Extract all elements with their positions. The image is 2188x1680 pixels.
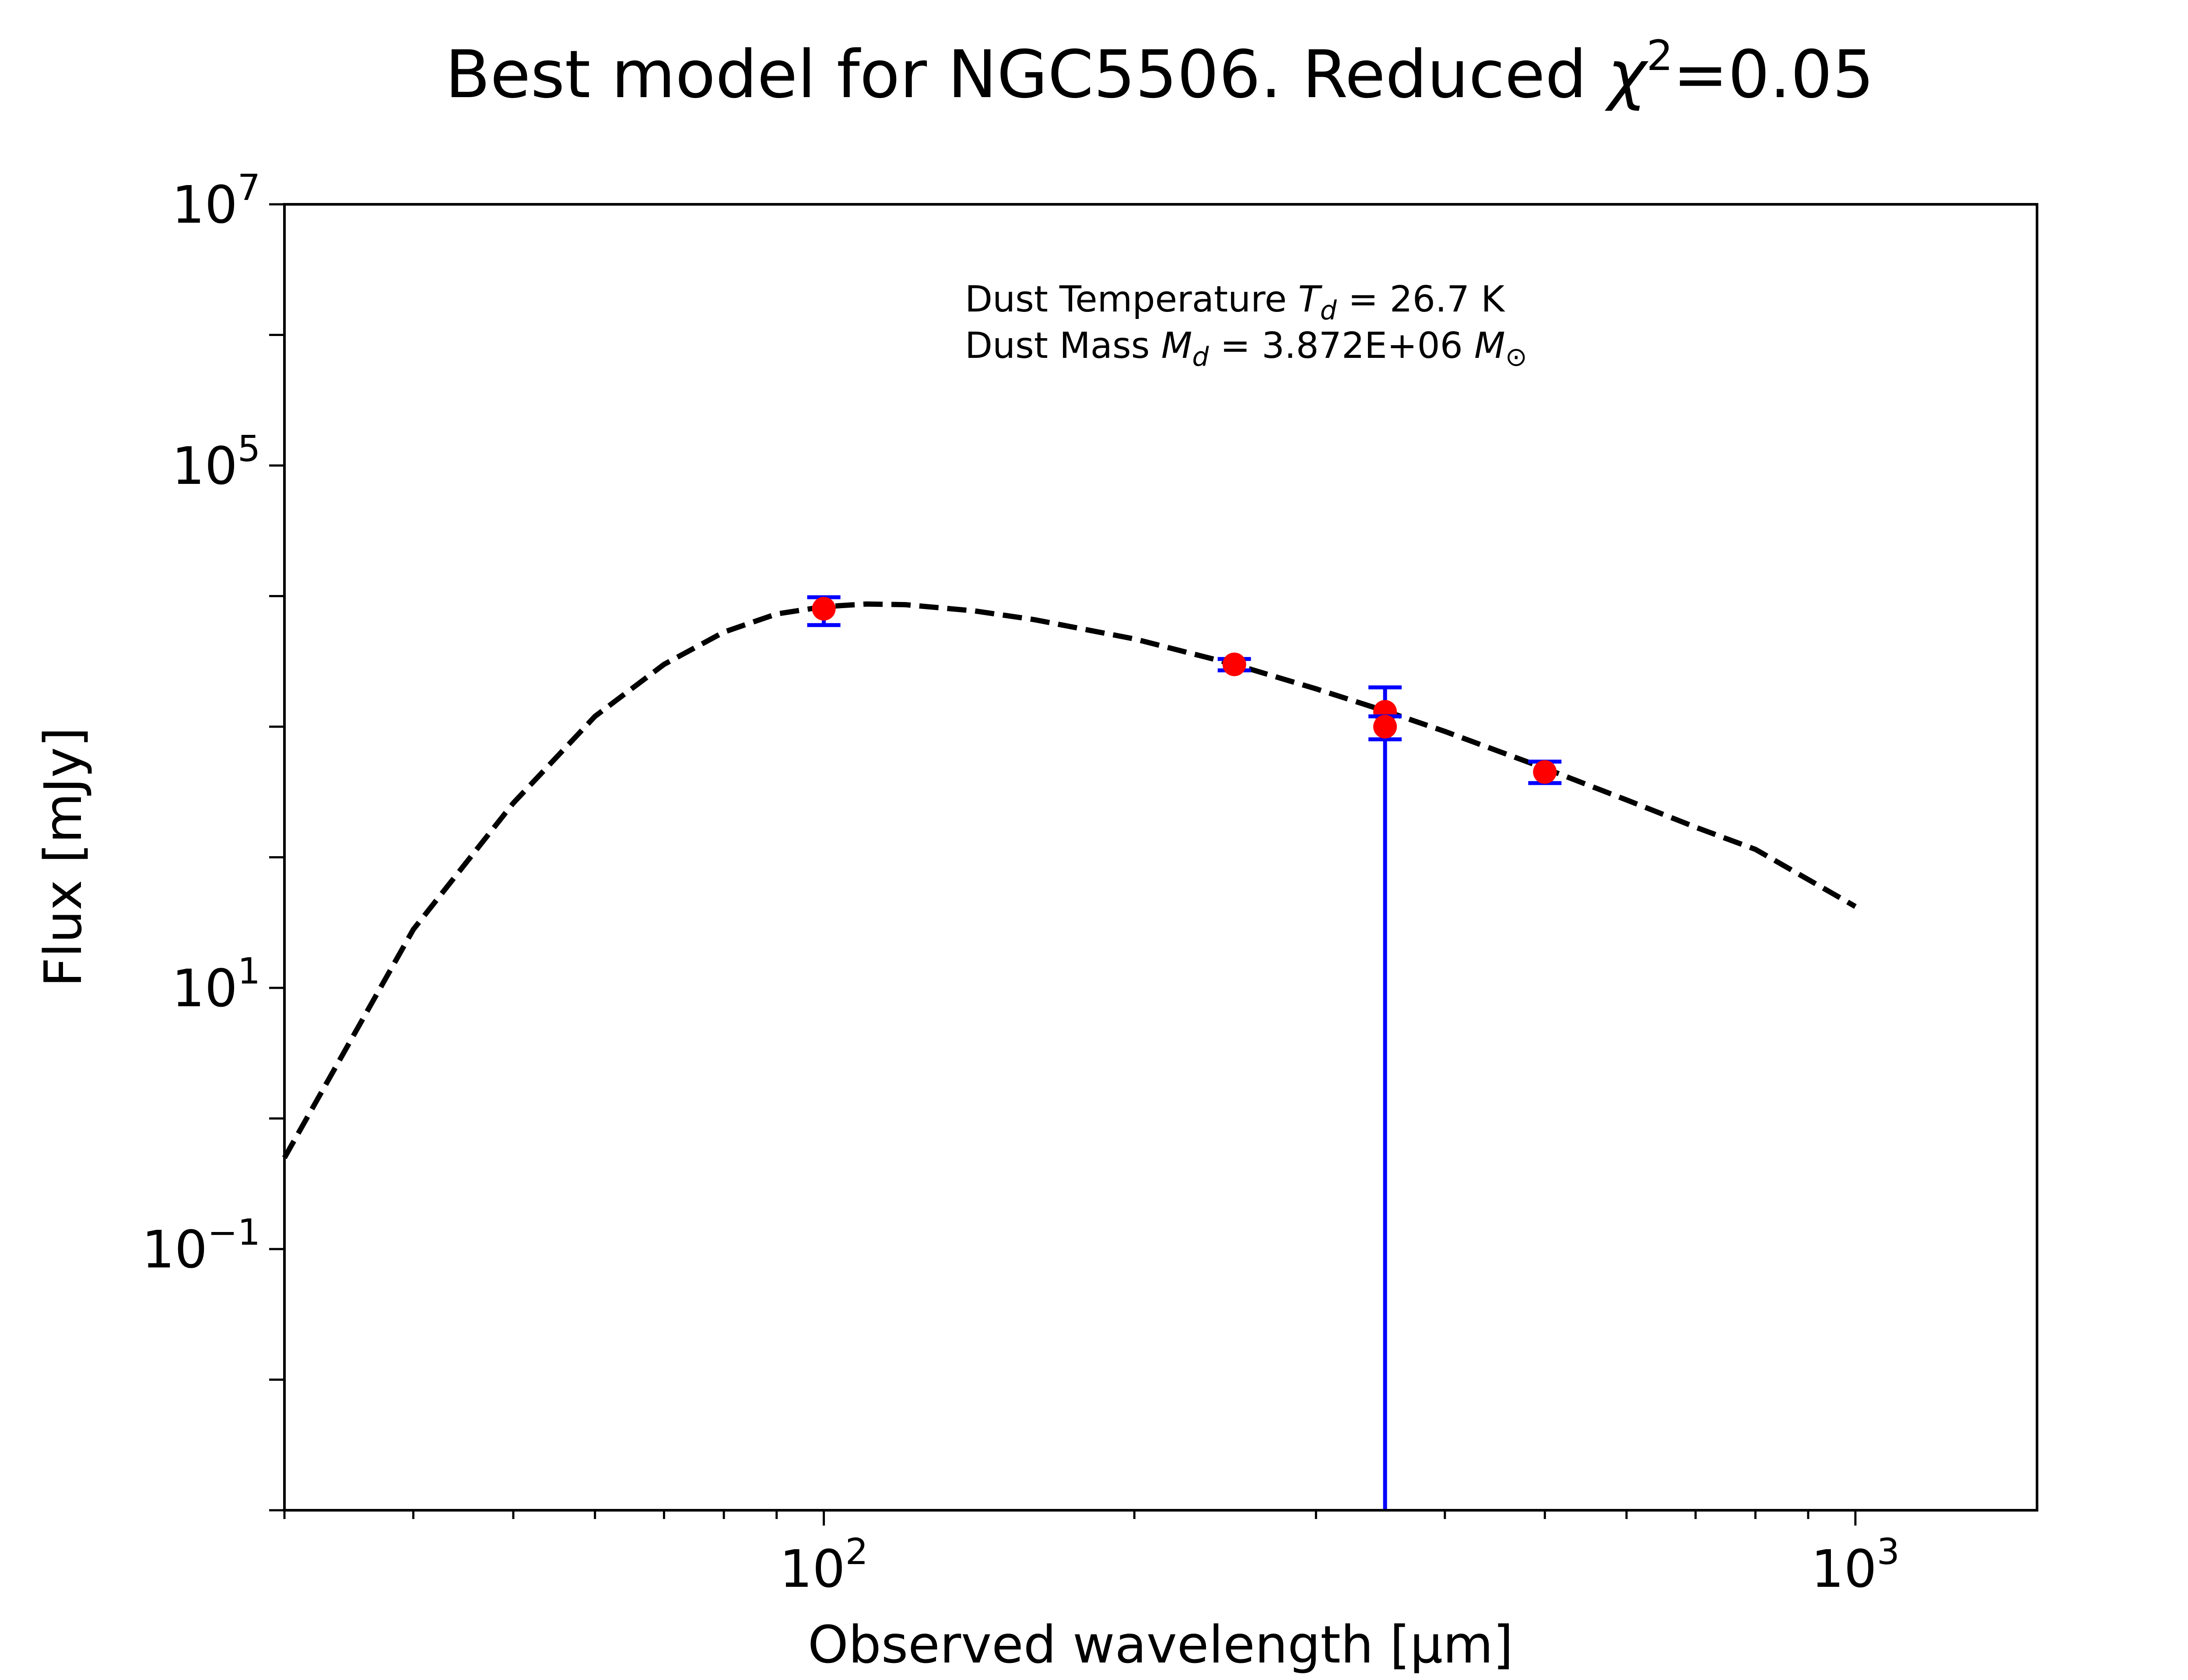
- annotation-temperature-subscript: d: [1320, 295, 1337, 326]
- x-tick-label-exponent: 2: [845, 1531, 868, 1573]
- x-tick-label-exponent: 3: [1877, 1531, 1900, 1573]
- x-axis-label: Observed wavelength [μm]: [808, 1614, 1513, 1675]
- data-point: [1533, 760, 1557, 784]
- annotation-mass-subscript: d: [1192, 342, 1209, 372]
- chart-title: Best model for NGC5506. Reduced χ2=0.05: [445, 32, 1874, 113]
- data-point: [1222, 652, 1246, 676]
- data-point-group: [1368, 685, 1402, 1510]
- y-tick-label-exponent: 1: [238, 951, 260, 992]
- y-tick-label: 101: [172, 951, 260, 1018]
- annotation-mass-value: = 3.872E+06: [1209, 325, 1474, 367]
- y-tick-label-base: 10: [142, 1219, 207, 1280]
- y-tick-label-exponent: 7: [238, 167, 260, 209]
- annotation-dust-mass: Dust Mass Md = 3.872E+06 M⊙: [965, 325, 1527, 372]
- data-point: [1373, 715, 1397, 738]
- y-tick-label-exponent: −1: [207, 1212, 260, 1253]
- y-tick-label: 107: [172, 167, 260, 235]
- y-tick-label: 105: [172, 428, 260, 496]
- x-tick-label: 102: [779, 1531, 868, 1599]
- annotation-mass-prefix: Dust Mass: [965, 325, 1161, 367]
- data-point: [812, 597, 836, 621]
- annotation-temperature-symbol: T: [1298, 279, 1323, 320]
- x-tick-label-base: 10: [779, 1539, 845, 1599]
- data-point-group: [1368, 714, 1402, 742]
- model-curve: [282, 601, 1857, 1159]
- y-tick-label-exponent: 5: [238, 428, 260, 470]
- data-point-group: [1217, 652, 1251, 676]
- annotation-solar-mass-subscript: ⊙: [1505, 342, 1527, 372]
- annotation-mass-symbol: M: [1161, 325, 1192, 367]
- y-axis-label: Flux [mJy]: [33, 727, 93, 987]
- chart-title-main: Best model for NGC5506. Reduced: [445, 37, 1608, 113]
- annotation-temperature-prefix: Dust Temperature: [965, 279, 1298, 320]
- model-layer: [282, 601, 1857, 1159]
- annotation-solar-mass-symbol: M: [1474, 325, 1505, 367]
- chart-title-sup: 2: [1647, 32, 1673, 80]
- chart-title-tail: =0.05: [1673, 37, 1874, 113]
- y-tick-label: 10−1: [142, 1212, 260, 1280]
- data-point-group: [1528, 760, 1562, 785]
- x-tick-label-base: 10: [1811, 1539, 1877, 1599]
- y-tick-label-base: 10: [172, 958, 238, 1018]
- annotation-dust-temperature: Dust Temperature Td = 26.7 K: [965, 279, 1505, 326]
- data-point-group: [807, 595, 841, 627]
- plot-frame: [283, 203, 2038, 1512]
- chart-title-chi: χ: [1605, 37, 1649, 113]
- y-tick-label-base: 10: [172, 436, 238, 496]
- y-tick-label-base: 10: [172, 175, 238, 235]
- x-tick-label: 103: [1811, 1531, 1900, 1599]
- points-layer: [807, 595, 1562, 1510]
- annotation-temperature-value: = 26.7 K: [1337, 279, 1505, 320]
